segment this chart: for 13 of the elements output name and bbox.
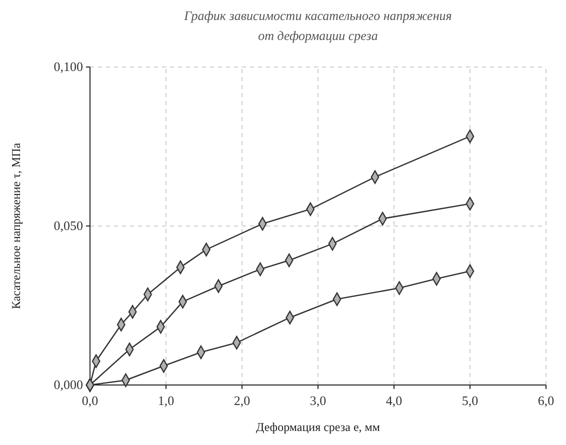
x-tick-label: 1,0 bbox=[158, 393, 174, 408]
y-tick-label: 0,100 bbox=[54, 59, 83, 74]
x-axis-title: Деформация среза е, мм bbox=[256, 420, 380, 434]
x-tick-label: 4,0 bbox=[386, 393, 402, 408]
y-axis-title: Касательное напряжение τ, МПа bbox=[9, 142, 23, 310]
x-tick-label: 3,0 bbox=[310, 393, 326, 408]
y-tick-label: 0,000 bbox=[54, 377, 83, 392]
x-tick-label: 2,0 bbox=[234, 393, 250, 408]
x-tick-label: 6,0 bbox=[538, 393, 554, 408]
chart-title: График зависимости касательного напряжения от деформации среза bbox=[183, 8, 452, 43]
y-tick-label: 0,050 bbox=[54, 218, 83, 233]
x-tick-label: 5,0 bbox=[462, 393, 478, 408]
x-tick-label: 0,0 bbox=[82, 393, 98, 408]
